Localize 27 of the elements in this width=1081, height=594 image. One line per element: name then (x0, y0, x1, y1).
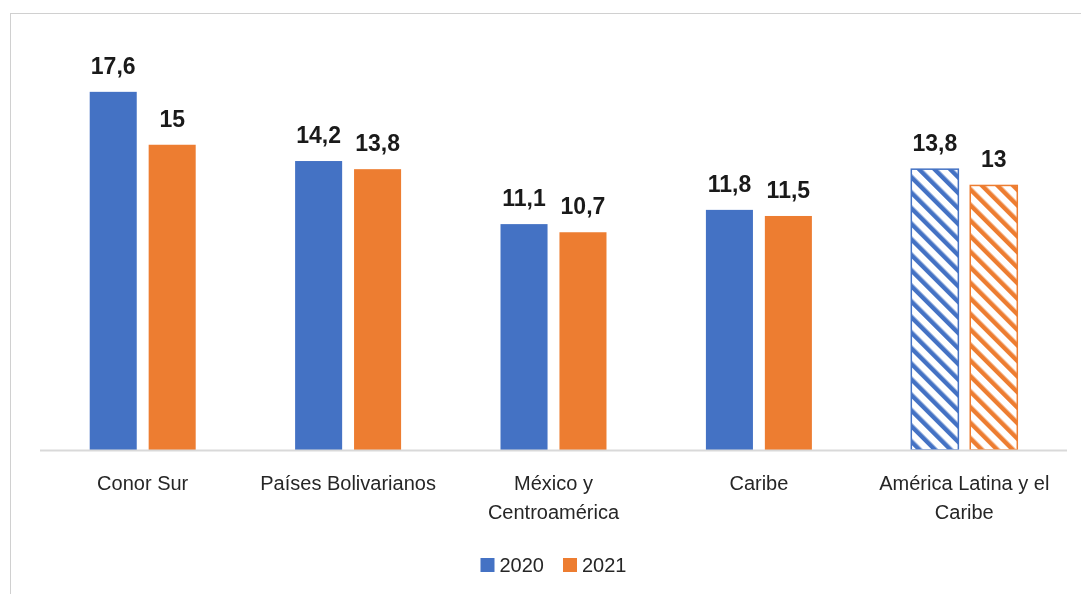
legend-label: 2021 (582, 554, 627, 576)
data-label: 13 (980, 146, 1007, 173)
data-label: 11,8 (707, 170, 752, 197)
x-tick-label: Caribe (729, 472, 789, 494)
bar (764, 215, 812, 450)
bar (910, 168, 960, 451)
data-label: 11,1 (502, 185, 546, 212)
data-label: 13,8 (912, 130, 958, 157)
bar (705, 209, 753, 450)
x-tick-label: México y Centroamérica (487, 472, 620, 523)
data-label: 17,6 (90, 52, 136, 79)
data-label: 10,7 (560, 193, 606, 220)
bar (969, 184, 1019, 451)
bar (89, 91, 137, 450)
bar (354, 169, 402, 450)
bar (148, 144, 196, 450)
data-label: 13,8 (355, 130, 401, 157)
data-label: 15 (159, 105, 186, 132)
bar (295, 161, 343, 450)
x-tick-label: Países Bolivarianos (260, 472, 436, 494)
legend-label: 2020 (499, 554, 544, 576)
x-tick-label: América Latina y el Caribe (879, 472, 1050, 523)
bar (559, 232, 607, 450)
data-label: 14,2 (296, 122, 342, 149)
bar (500, 224, 548, 450)
x-tick-label: Conor Sur (97, 472, 189, 494)
data-label: 11,5 (766, 176, 811, 203)
